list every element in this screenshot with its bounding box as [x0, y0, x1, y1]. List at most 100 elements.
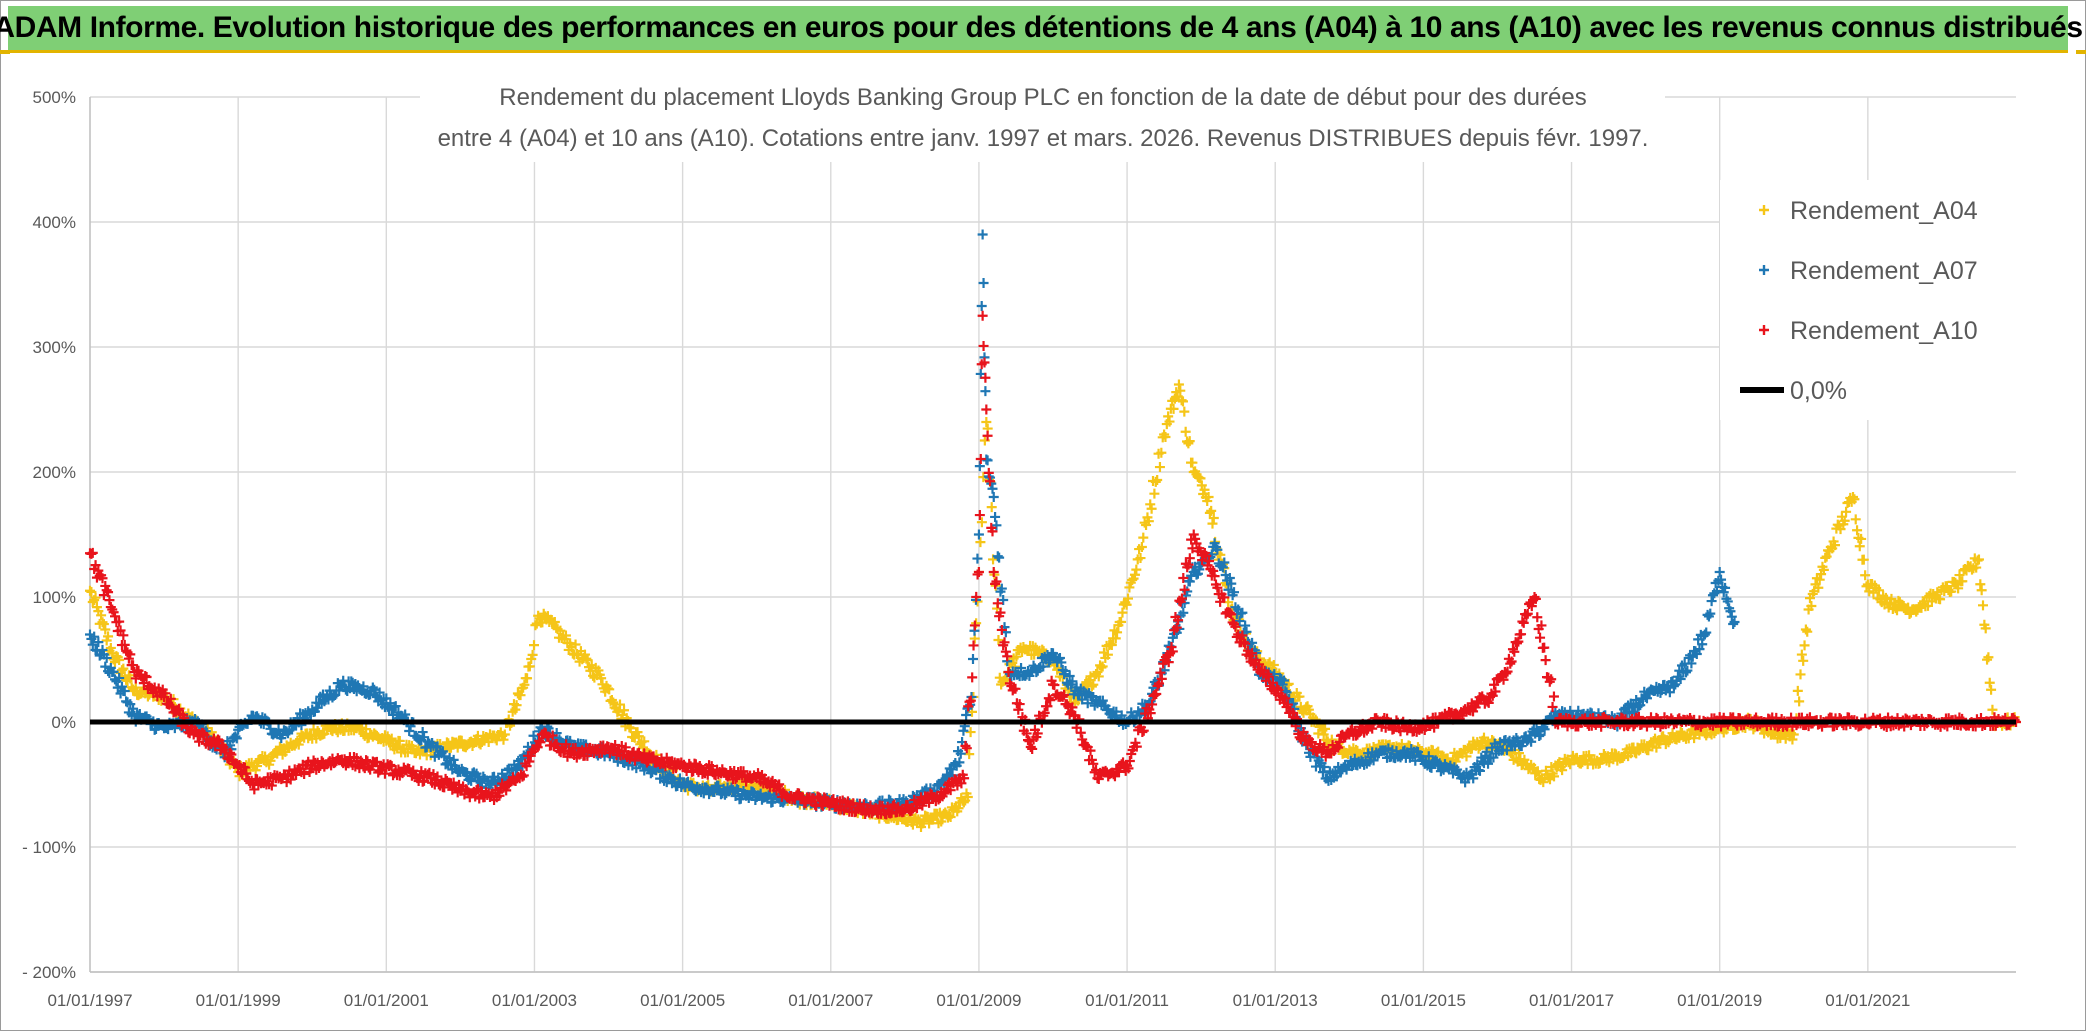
interpolated-points — [1493, 731, 1531, 756]
interpolated-points — [130, 665, 168, 702]
interpolated-points — [1116, 544, 1146, 627]
data-point — [988, 492, 999, 502]
interpolated-points — [990, 576, 1013, 662]
x-tick-label: 01/01/2009 — [936, 991, 1021, 1010]
data-point — [944, 810, 955, 821]
x-tick-label: 01/01/2001 — [344, 991, 429, 1010]
interpolated-points — [1212, 544, 1242, 620]
interpolated-points — [190, 725, 227, 756]
report-banner: ADAM Informe. Evolution historique des p… — [0, 6, 2083, 53]
interpolated-points — [990, 511, 1013, 667]
interpolated-points — [1434, 758, 1472, 788]
interpolated-points — [249, 711, 287, 744]
x-tick-label: 01/01/2015 — [1381, 991, 1466, 1010]
interpolated-points — [1464, 738, 1502, 784]
interpolated-points — [1138, 432, 1168, 543]
interpolated-points — [1464, 691, 1494, 717]
x-tick-label: 01/01/1999 — [196, 991, 281, 1010]
data-point — [522, 673, 533, 684]
interpolated-points — [308, 678, 346, 717]
interpolated-points — [367, 756, 405, 781]
y-tick-label: 100% — [33, 588, 76, 607]
data-point — [1729, 617, 1740, 627]
y-tick-label: 500% — [33, 88, 76, 107]
interpolated-points — [901, 788, 939, 817]
x-tick-label: 01/01/2007 — [788, 991, 873, 1010]
interpolated-points — [456, 781, 494, 804]
interpolated-points — [108, 666, 139, 720]
series-points — [85, 229, 2021, 832]
data-point — [959, 773, 970, 784]
data-point — [962, 792, 973, 802]
interpolated-points — [1345, 747, 1383, 772]
interpolated-points — [1627, 733, 1665, 759]
interpolated-points — [975, 435, 990, 548]
x-tick-label: 01/01/2017 — [1529, 991, 1614, 1010]
data-point — [1166, 642, 1177, 652]
interpolated-points — [753, 768, 798, 805]
data-point — [977, 229, 988, 240]
data-point — [973, 529, 984, 540]
interpolated-points — [1190, 533, 1220, 582]
interpolated-points — [1716, 574, 1739, 630]
x-axis-ticks: 01/01/1997 01/01/1999 01/01/2001 01/01/2003… — [47, 991, 1910, 1010]
x-tick-label: 01/01/2021 — [1825, 991, 1910, 1010]
interpolated-points — [1486, 669, 1509, 701]
x-tick-label: 01/01/2019 — [1677, 991, 1762, 1010]
interpolated-points — [945, 788, 972, 822]
interpolated-points — [1049, 680, 1079, 721]
interpolated-points — [1530, 593, 1561, 729]
legend-label: Rendement_A04 — [1790, 197, 1978, 225]
interpolated-points — [960, 569, 983, 754]
data-point — [1136, 542, 1147, 552]
interpolated-points — [427, 738, 465, 778]
interpolated-points — [678, 776, 724, 800]
interpolated-points — [397, 762, 435, 787]
data-point — [625, 723, 636, 734]
interpolated-points — [790, 788, 835, 811]
interpolated-points — [982, 430, 998, 537]
x-tick-label: 01/01/2005 — [640, 991, 725, 1010]
interpolated-points — [308, 753, 346, 775]
y-tick-label: 0% — [51, 713, 76, 732]
interpolated-points — [597, 679, 635, 733]
interpolated-points — [1027, 647, 1057, 678]
interpolated-points — [1160, 387, 1183, 442]
interpolated-points — [516, 735, 546, 782]
chart-legend: Rendement_A04 Rendement_A07 Rendement_A10 0… — [1720, 180, 2020, 420]
chart-title-background — [420, 78, 1665, 162]
data-point — [1003, 667, 1014, 677]
interpolated-points — [827, 794, 872, 819]
data-point — [981, 404, 992, 415]
y-tick-label: 300% — [33, 338, 76, 357]
interpolated-points — [1175, 385, 1198, 468]
data-point — [1714, 567, 1725, 577]
interpolated-points — [978, 340, 991, 383]
interpolated-points — [353, 721, 390, 747]
interpolated-points — [160, 688, 198, 739]
chart-title: Rendement du placement Lloyds Banking Gr… — [420, 78, 1665, 162]
interpolated-points — [1516, 595, 1539, 640]
interpolated-points — [278, 756, 316, 788]
interpolated-points — [974, 300, 987, 472]
interpolated-points — [974, 359, 987, 521]
x-tick-label: 01/01/2011 — [1085, 991, 1169, 1010]
interpolated-points — [1908, 588, 1939, 617]
interpolated-points — [1093, 695, 1131, 730]
legend-label: 0,0% — [1790, 377, 1847, 405]
data-point — [1173, 379, 1184, 390]
interpolated-points — [1212, 582, 1242, 642]
interpolated-points — [86, 586, 116, 656]
data-point — [85, 585, 95, 596]
x-tick-label: 01/01/1997 — [47, 991, 132, 1010]
chart-title-line-1: Rendement du placement Lloyds Banking Gr… — [499, 84, 1586, 111]
interpolated-points — [967, 553, 983, 664]
legend-label: Rendement_A07 — [1790, 257, 1978, 285]
y-tick-label: 400% — [33, 213, 76, 232]
x-tick-label: 01/01/2003 — [492, 991, 577, 1010]
interpolated-points — [1375, 743, 1413, 764]
interpolated-points — [538, 727, 576, 762]
interpolated-points — [1671, 629, 1709, 686]
interpolated-points — [1827, 492, 1857, 554]
interpolated-points — [1930, 576, 1961, 605]
